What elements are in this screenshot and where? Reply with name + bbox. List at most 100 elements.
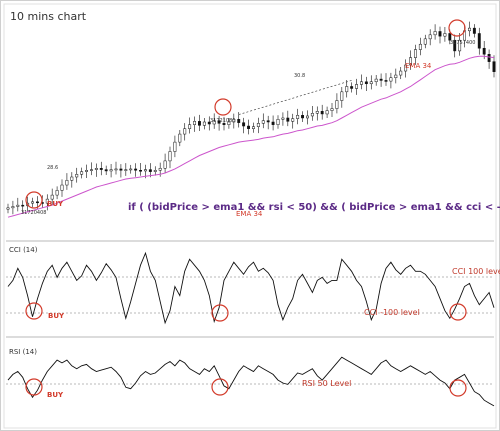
cci-neg100-label: CCI -100 level [364,308,420,317]
candle-body [276,119,280,125]
ema-line [7,55,495,218]
candle-body [477,33,481,49]
rsi-signal-circle [449,379,467,397]
candle-body [301,115,304,119]
candle-body [453,39,457,52]
chart-title: 10 mins chart [10,10,87,23]
candle-body [315,111,319,114]
candle-body [178,133,182,143]
rsi-50-label: RSI 50 Level [302,379,351,388]
candle-body [80,171,84,175]
rsi-panel: RSI (14) BUY RSI 50 Level [6,348,495,407]
candle-body [404,64,408,72]
candle-body [129,168,133,171]
candle-body [458,39,462,52]
cci-100-label: CCI 100 level [452,267,500,276]
candle-body [325,110,329,115]
candle-body [394,74,398,78]
cci-signal-circle [211,304,229,322]
candle-body [139,170,142,172]
candle-body [320,111,324,115]
candle-body [242,122,246,127]
candle-body [183,128,187,135]
candle-body [247,125,250,129]
candle-body [271,121,275,125]
candle-body [104,169,108,172]
candle-body [193,121,196,125]
candle-body [369,81,373,85]
candle-body [232,119,236,123]
price-label: 31757400 [450,40,475,46]
candle-body [374,78,378,83]
candle-body [418,43,422,50]
candle-body [237,119,241,123]
candle-body [75,174,79,178]
candle-body [202,121,206,126]
candle-body [433,31,437,36]
candle-body [266,120,270,123]
candle-body [252,126,255,129]
price-label: 31721080 [210,118,235,124]
candle-body [217,120,221,124]
candle-body [443,33,447,37]
candle-body [168,151,172,162]
candle-body [207,121,211,125]
price-label: 31720408 [21,210,46,216]
signal-circle [214,98,232,116]
candle-body [55,190,59,196]
formula-text: if ( (bidPrice > ema1 && rsi < 50) && ( … [128,202,500,213]
candle-body [222,123,226,125]
tick-label: 28.6 [47,165,58,171]
cci-signal-circle [449,303,467,321]
candle-body [21,204,25,207]
candle-body [144,169,147,172]
candle-body [45,198,49,204]
tick-label: 30.8 [294,73,305,79]
candle-body [364,81,368,85]
ema-label: EMA 34 [236,210,263,218]
candle-body [291,118,295,122]
candle-body [65,180,69,186]
signal-circle [448,19,466,37]
candle-body [198,121,201,126]
candle-body [173,141,177,152]
candle-body [350,86,354,89]
rsi-buy-label: BUY [47,391,64,399]
candle-body [163,160,167,169]
rsi-buy-circle [25,378,43,396]
candle-body [306,115,309,119]
candle-body [330,108,334,111]
price-panel-bg [6,6,494,238]
candle-body [409,57,412,66]
candle-body [50,194,54,200]
candle-body [212,120,216,125]
candle-body [389,77,393,82]
candle-body [438,31,442,37]
candle-body [355,84,358,89]
candle-body [114,168,118,171]
candle-body [256,123,260,127]
ema-label: EMA 34 [405,62,432,70]
candle-body [148,169,152,172]
candle-body [345,86,349,93]
candle-body [153,170,157,172]
candle-body [60,184,64,191]
candle-body [281,117,285,120]
candle-body [335,100,339,109]
buy-label: BUY [47,200,64,208]
candle-body [16,204,20,207]
candle-body [109,169,113,172]
candle-body [296,115,300,119]
rsi-title: RSI (14) [9,348,37,356]
cci-title: CCI (14) [9,246,38,254]
candle-body [428,34,432,40]
candle-body [399,70,403,76]
rsi-line [7,356,495,407]
candle-body [158,168,162,171]
candle-body [119,168,123,171]
cci-buy-circle [25,302,43,320]
candle-body [36,201,39,204]
candle-body [379,78,383,81]
